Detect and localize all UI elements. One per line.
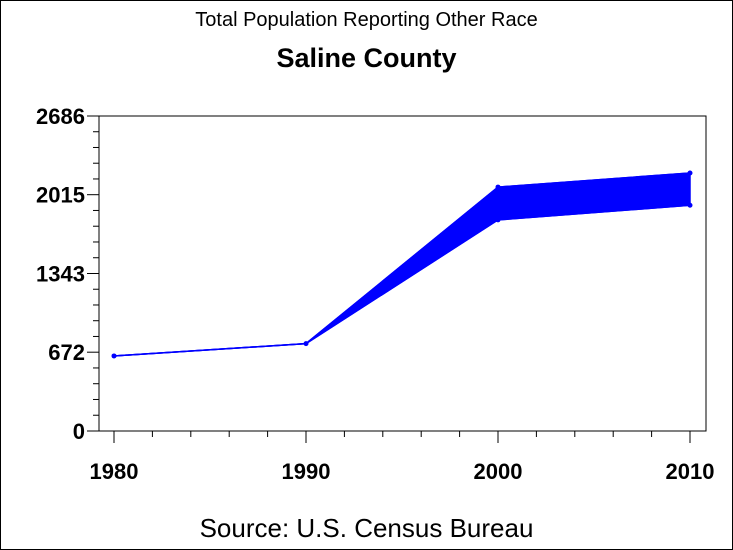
series-line-lower (113, 204, 691, 357)
y-tick-label: 1343 (36, 262, 85, 287)
data-point (687, 170, 693, 176)
data-point (495, 217, 501, 223)
y-tick-label: 2686 (36, 104, 85, 129)
data-point (495, 184, 501, 190)
chart-subtitle: Saline County (276, 43, 457, 73)
x-tick-label: 1980 (90, 459, 139, 484)
data-point (111, 353, 117, 359)
data-point (687, 202, 693, 208)
y-tick-label: 2015 (36, 183, 85, 208)
x-tick-label: 2000 (474, 459, 523, 484)
x-tick-label: 1990 (282, 459, 331, 484)
x-tick-label: 2010 (666, 459, 715, 484)
chart-title: Total Population Reporting Other Race (195, 9, 538, 31)
data-point (303, 341, 309, 347)
y-tick-label: 672 (48, 340, 85, 365)
y-tick-label: 0 (73, 419, 85, 444)
chart-source: Source: U.S. Census Bureau (199, 513, 534, 543)
